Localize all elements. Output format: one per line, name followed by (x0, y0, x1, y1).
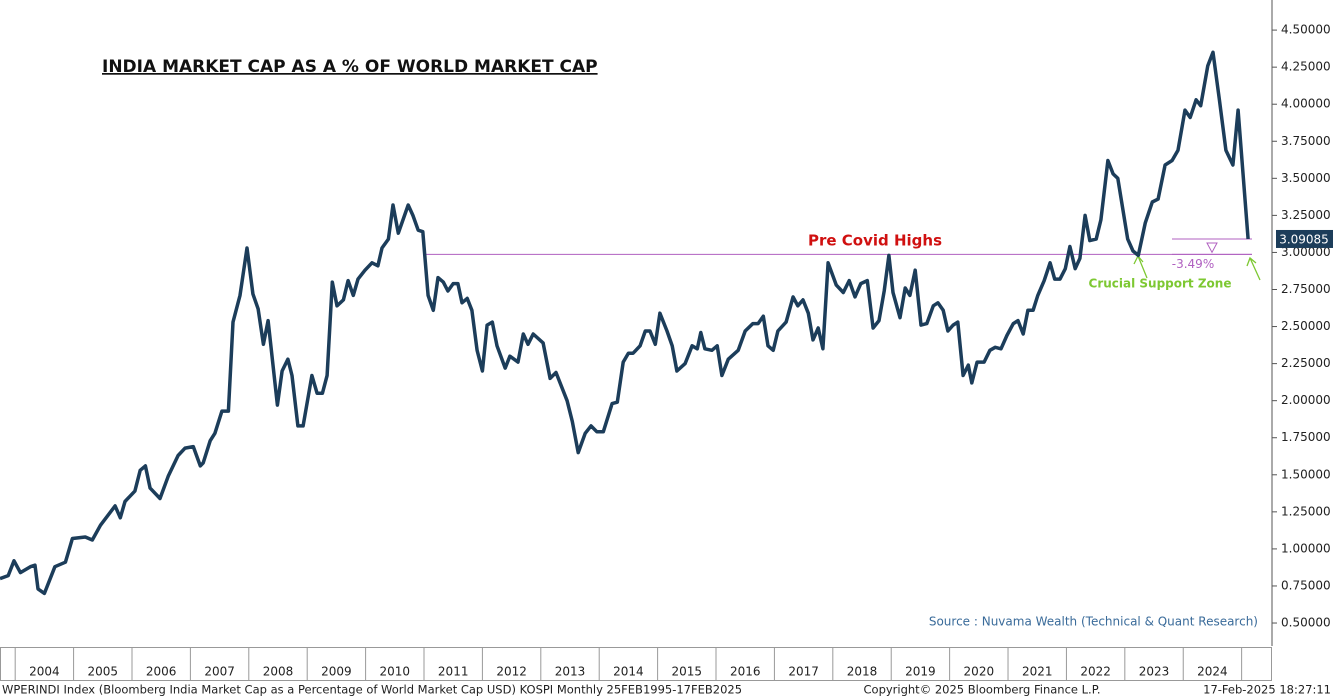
y-tick-label: 2.50000 (1281, 319, 1331, 333)
x-tick-label: 2023 (1139, 665, 1170, 679)
footer-left: WPERINDI Index (Bloomberg India Market C… (2, 683, 742, 697)
x-tick-label: 2005 (88, 665, 119, 679)
y-tick-label: 2.25000 (1281, 356, 1331, 370)
y-tick-label: 2.00000 (1281, 393, 1331, 407)
x-tick-label: 2004 (29, 665, 60, 679)
y-tick-label: 4.00000 (1281, 97, 1331, 111)
x-tick-label: 2019 (905, 665, 936, 679)
year-band (0, 647, 1272, 681)
x-tick-label: 2009 (321, 665, 352, 679)
x-tick-label: 2011 (438, 665, 469, 679)
y-tick-label: 1.00000 (1281, 541, 1331, 555)
y-tick-label: 4.50000 (1281, 23, 1331, 37)
x-tick-label: 2016 (730, 665, 761, 679)
x-tick-label: 2006 (146, 665, 177, 679)
y-tick-label: 3.00000 (1281, 245, 1331, 259)
source-note: Source : Nuvama Wealth (Technical & Quan… (929, 615, 1258, 629)
x-tick-label: 2012 (496, 665, 527, 679)
last-value-badge (1276, 229, 1333, 248)
x-tick-label: 2017 (788, 665, 819, 679)
data-line (0, 50, 1250, 596)
y-tick-label: 1.50000 (1281, 467, 1331, 481)
x-tick-label: 2015 (672, 665, 703, 679)
reference-label: Pre Covid Highs (808, 232, 942, 250)
y-tick-label: 3.75000 (1281, 134, 1331, 148)
y-tick-label: 1.25000 (1281, 504, 1331, 518)
last-value-label: 3.09085 (1279, 232, 1329, 246)
x-tick-label: 2018 (847, 665, 878, 679)
y-tick-label: 1.75000 (1281, 430, 1331, 444)
x-tick-label: 2007 (204, 665, 235, 679)
y-tick-label: 0.50000 (1281, 616, 1331, 630)
x-tick-label: 2013 (555, 665, 586, 679)
chart-title: INDIA MARKET CAP AS A % OF WORLD MARKET … (102, 57, 598, 77)
x-tick-label: 2022 (1080, 665, 1111, 679)
x-tick-label: 2010 (380, 665, 411, 679)
y-tick-label: 4.25000 (1281, 60, 1331, 74)
x-tick-label: 2024 (1197, 665, 1228, 679)
footer-right: 17-Feb-2025 18:27:11 (1203, 683, 1331, 697)
x-tick-label: 2008 (263, 665, 294, 679)
y-tick-label: 0.75000 (1281, 578, 1331, 592)
support-note: Crucial Support Zone (1089, 277, 1232, 291)
y-tick-label: 3.50000 (1281, 171, 1331, 185)
y-tick-label: 2.75000 (1281, 282, 1331, 296)
y-tick-label: 3.25000 (1281, 208, 1331, 222)
change-label: -3.49% (1172, 257, 1214, 271)
footer-center: Copyright© 2025 Bloomberg Finance L.P. (864, 683, 1101, 697)
x-tick-label: 2020 (964, 665, 995, 679)
change-marker (1206, 242, 1218, 254)
x-tick-label: 2021 (1022, 665, 1053, 679)
x-tick-label: 2014 (613, 665, 644, 679)
